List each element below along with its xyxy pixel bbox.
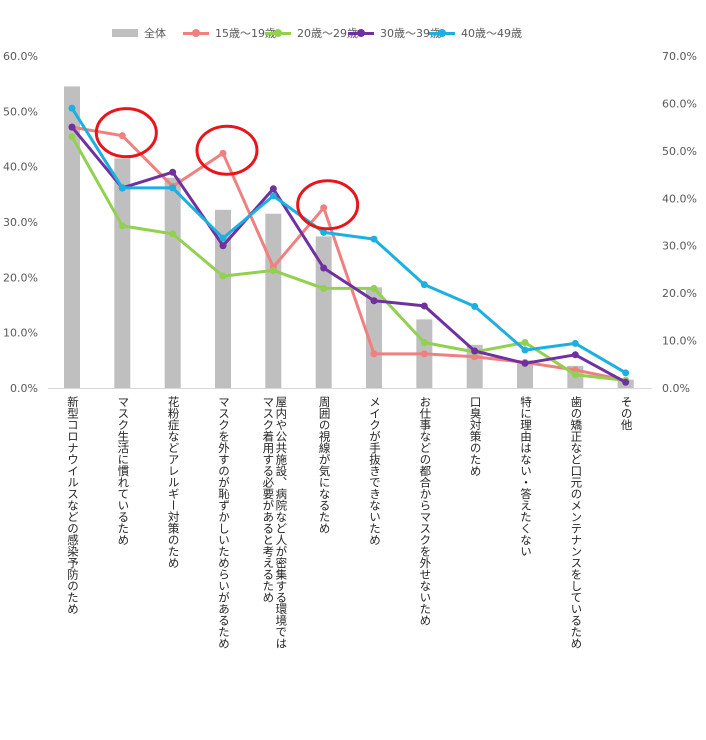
bar [366,287,382,388]
right-axis-tick-label: 70.0% [662,50,697,63]
category-label: 口臭対策のため [468,396,483,477]
data-point [169,168,177,176]
series-line [70,125,628,382]
data-point [370,284,378,292]
right-axis-tick-label: 60.0% [662,97,697,110]
series-line [70,125,628,384]
data-point [118,132,126,140]
data-point [370,235,378,243]
legend-swatch [112,29,138,37]
data-point [521,346,529,354]
bar [215,209,231,388]
legend-item: 15歳～19歳 [183,24,276,42]
data-point [320,204,328,212]
right-axis-tick-label: 20.0% [662,287,697,300]
legend-swatch [265,29,291,37]
data-point [118,184,126,192]
legend-label: 20歳～29歳 [297,27,358,40]
left-axis-tick-label: 0.0% [10,382,38,395]
series-line [70,106,628,375]
highlight-circle [296,179,360,231]
data-point [68,123,76,131]
data-point [269,192,277,200]
data-point [320,228,328,236]
bar [64,86,80,388]
data-point [169,184,177,192]
data-point [118,222,126,230]
data-point [521,359,529,367]
left-axis-tick-label: 10.0% [3,327,38,340]
legend-label: 30歳～39歳 [380,27,441,40]
data-point [420,302,428,310]
bar [517,360,533,388]
data-point [420,338,428,346]
right-axis-tick-label: 40.0% [662,192,697,205]
data-point [269,185,277,193]
data-point [571,371,579,379]
category-label: マスク生活に慣れているため [116,396,131,546]
data-point [219,149,227,157]
data-point [420,350,428,358]
left-axis-tick-label: 20.0% [3,271,38,284]
legend-swatch [183,29,209,37]
highlight-circle [195,124,259,176]
data-point [219,242,227,250]
category-label: 特に理由はない・答えたくない [519,396,533,557]
data-point [219,272,227,280]
legend-label: 全体 [144,27,166,40]
bar [265,213,282,388]
data-point [68,104,76,112]
right-axis-tick-label: 50.0% [662,145,697,158]
legend-swatch [429,29,455,37]
legend-item: 全体 [112,24,166,42]
data-point [320,264,328,272]
data-point [269,266,277,274]
legend-label: 15歳～19歳 [215,27,276,40]
category-label: その他 [619,396,634,431]
category-label: 歯の矯正など口元のメンテナンスをしているため [569,396,584,649]
bar [164,177,181,388]
data-point [219,234,227,242]
category-label: 新型コロナウイルスなどの感染予防のため [66,396,80,615]
category-label: マスクを外すのが恥ずかしいためらいがあるため [217,396,231,649]
legend-item: 40歳～49歳 [429,24,522,42]
right-axis-tick-label: 0.0% [662,382,690,395]
category-label: 花粉症などアレルギー対策のため [166,396,181,569]
legend-swatch [348,29,374,37]
category-label: お仕事などの都合からマスクを外せないため [418,396,433,626]
left-axis-tick-label: 50.0% [3,105,38,118]
category-label: メイクが手抜きできないため [368,396,382,546]
left-axis-tick-label: 40.0% [3,161,38,174]
data-point [471,302,479,310]
data-point [471,347,479,355]
data-point [622,378,630,386]
left-axis-tick-label: 60.0% [3,50,38,63]
category-label: 周囲の視線が気になるため [317,396,332,534]
data-point [370,350,378,358]
legend-item: 30歳～39歳 [348,24,441,42]
legend-item: 20歳～29歳 [265,24,358,42]
bar [315,236,332,388]
data-point [68,133,76,141]
legend-label: 40歳～49歳 [461,27,522,40]
data-point [571,339,579,347]
bar [114,158,131,388]
highlight-circle [94,107,158,159]
data-point [420,281,428,289]
data-point [622,369,630,377]
data-point [169,230,177,238]
series-line [70,135,628,382]
right-axis-tick-label: 10.0% [662,335,697,348]
data-point [521,338,529,346]
data-point [571,351,579,359]
right-axis-tick-label: 30.0% [662,240,697,253]
data-point [320,284,328,292]
category-label: 屋内や公共施設、病院など人が密集する環境ではマスク着用する必要があると考えるため [261,396,289,649]
left-axis-tick-label: 30.0% [3,216,38,229]
data-point [370,297,378,305]
